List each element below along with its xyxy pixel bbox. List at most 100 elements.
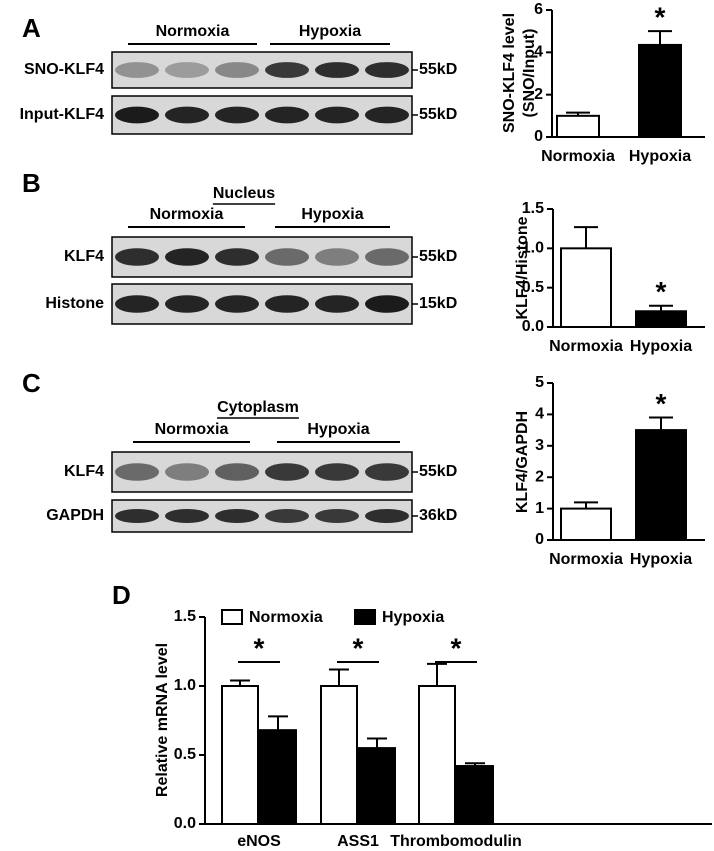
legend-swatch (354, 609, 376, 625)
x-tick-label: Hypoxia (630, 338, 692, 355)
blot-band (115, 106, 159, 124)
blot-band (165, 106, 209, 124)
error-bar (427, 662, 447, 686)
blot-band (315, 106, 359, 124)
bar (556, 114, 600, 139)
y-tick-label: 2 (534, 86, 543, 103)
significance: * (655, 2, 666, 33)
y-axis-label: SNO-KLF4 level (501, 13, 518, 133)
group-label: Hypoxia (307, 421, 369, 438)
y-tick-label: 0 (534, 128, 543, 145)
blot-band (115, 463, 159, 481)
bar (635, 310, 687, 328)
error-bar (648, 30, 672, 45)
significance: * (656, 276, 667, 307)
y-tick-label: 3 (535, 437, 544, 454)
row-label: GAPDH (46, 507, 104, 524)
blot-band (315, 248, 359, 266)
significance: * (353, 632, 364, 663)
error-bar (649, 304, 673, 312)
size-label: 55kD (419, 248, 457, 265)
error-bar (649, 416, 673, 431)
blot-band (315, 463, 359, 481)
blot-band (215, 248, 259, 266)
blot-strip (111, 451, 413, 493)
row-label: Histone (45, 295, 104, 312)
blot-band (115, 508, 159, 524)
error-bar (574, 501, 598, 509)
blot-band (365, 106, 409, 124)
y-tick-label: 1.0 (522, 240, 544, 257)
y-axis-label: KLF4/GAPDH (514, 411, 531, 513)
row-label: KLF4 (64, 248, 104, 265)
group-label: Hypoxia (299, 23, 361, 40)
bar (560, 247, 612, 328)
bar (635, 429, 687, 542)
error-bar (329, 668, 349, 686)
bar (456, 765, 494, 825)
legend-label: Hypoxia (382, 609, 444, 626)
error-bar (566, 111, 590, 116)
blot-band (215, 295, 259, 313)
legend-swatch (221, 609, 243, 625)
blot-band (265, 248, 309, 266)
y-tick-label: 1.5 (174, 608, 196, 625)
y-tick-label: 0.0 (522, 318, 544, 335)
x-tick-label: ASS1 (337, 833, 379, 850)
blot-header: Cytoplasm (217, 399, 299, 416)
y-tick-label: 0.5 (174, 746, 196, 763)
blot-band (365, 508, 409, 524)
y-axis-label: KLF4/Histone (514, 216, 531, 319)
y-tick-label: 4 (534, 44, 543, 61)
bar (560, 507, 612, 542)
blot-band (115, 62, 159, 78)
blot-band (165, 508, 209, 524)
y-tick-label: 0.5 (522, 279, 544, 296)
panel-letter: D (112, 580, 131, 610)
error-bar (268, 715, 288, 731)
x-tick-label: Normoxia (541, 148, 615, 165)
x-tick-label: Normoxia (549, 551, 623, 568)
blot-band (265, 62, 309, 78)
bar (418, 685, 456, 825)
panel-letter: B (22, 168, 41, 198)
blot-band (365, 62, 409, 78)
x-tick-label: Normoxia (549, 338, 623, 355)
error-bar (230, 679, 250, 686)
blot-band (215, 62, 259, 78)
y-axis-label: Relative mRNA level (154, 643, 171, 797)
blot-strip (111, 236, 413, 278)
y-tick-label: 1 (535, 500, 544, 517)
y-tick-label: 1.0 (174, 677, 196, 694)
y-tick-label: 1.5 (522, 200, 544, 217)
blot-band (165, 248, 209, 266)
y-tick-label: 6 (534, 1, 543, 18)
bar (358, 747, 396, 825)
blot-band (315, 508, 359, 524)
blot-band (365, 295, 409, 313)
x-tick-label: Hypoxia (629, 148, 691, 165)
x-tick-label: Hypoxia (630, 551, 692, 568)
significance: * (254, 632, 265, 663)
bar (259, 729, 297, 825)
y-tick-label: 0.0 (174, 815, 196, 832)
blot-band (215, 463, 259, 481)
bar (638, 43, 682, 138)
blot-band (315, 62, 359, 78)
size-label: 55kD (419, 106, 457, 123)
group-label: Normoxia (155, 421, 229, 438)
blot-band (265, 106, 309, 124)
error-bar (574, 226, 598, 249)
panel-letter: C (22, 368, 41, 398)
size-label: 55kD (419, 463, 457, 480)
significance: * (451, 632, 462, 663)
blot-band (115, 248, 159, 266)
y-tick-label: 2 (535, 468, 544, 485)
blot-band (165, 295, 209, 313)
blot-band (265, 295, 309, 313)
bar (320, 685, 358, 825)
blot-strip (111, 283, 413, 325)
row-label: SNO-KLF4 (24, 61, 104, 78)
group-label: Hypoxia (301, 206, 363, 223)
